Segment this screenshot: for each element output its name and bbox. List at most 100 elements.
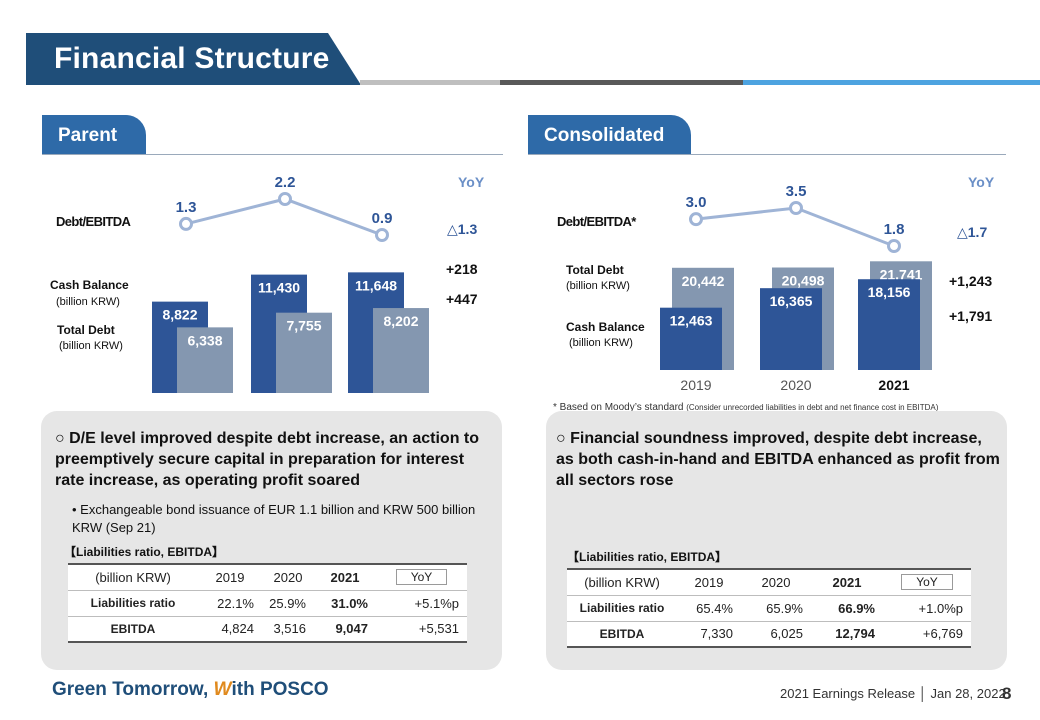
table-year: 2020 — [741, 568, 811, 596]
parent-debt-ebitda-label: Debt/EBITDA — [56, 214, 131, 229]
bar-secondary — [660, 307, 722, 370]
bar-value-label: 20,498 — [782, 273, 825, 289]
table-year: 2021 — [314, 563, 376, 591]
posco-logo: Green Tomorrow, With POSCO — [52, 679, 329, 701]
table-yoy-header: YoY — [883, 568, 971, 596]
bar-secondary — [373, 308, 429, 393]
footnote-main: * Based on Moody’s standard — [553, 402, 687, 413]
bar-value-label: 7,755 — [286, 318, 321, 334]
header-rule-blue — [743, 80, 1040, 85]
consolidated-debt-ebitda-label: Debt/EBITDA* — [557, 214, 636, 229]
yoy-box: YoY — [901, 574, 953, 591]
consolidated-table: (billion KRW) 2019 2020 2021 YoY Liabili… — [567, 568, 971, 648]
table-row: Liabilities ratio 22.1% 25.9% 31.0% +5.1… — [68, 590, 467, 617]
table-cell: 12,794 — [811, 621, 883, 648]
consolidated-headline: ○ Financial soundness improved, despite … — [556, 430, 1000, 489]
parent-headline: ○ D/E level improved despite debt increa… — [55, 430, 480, 489]
debt-ebitda-point — [278, 192, 292, 206]
table-year: 2020 — [262, 563, 314, 591]
table-unit: (billion KRW) — [68, 563, 198, 591]
parent-total-debt-label: Total Debt — [57, 323, 115, 337]
table-year: 2019 — [677, 568, 741, 596]
logo-text-pre: Green Tomorrow, — [52, 679, 214, 700]
table-cell: 22.1% — [198, 590, 262, 617]
logo-w-mark: W — [213, 679, 232, 700]
row-label: EBITDA — [567, 621, 677, 648]
table-cell: 65.4% — [677, 595, 741, 622]
row-label: Liabilities ratio — [68, 590, 198, 617]
debt-ebitda-value: 3.5 — [786, 183, 807, 200]
consolidated-yoy-debt: +1,243 — [949, 273, 993, 289]
bar-value-label: 11,648 — [355, 277, 397, 293]
debt-ebitda-value: 1.3 — [176, 199, 197, 216]
x-tick-label: 2020 — [780, 377, 811, 393]
debt-ebitda-point — [789, 201, 803, 215]
x-tick-label: 2021 — [878, 377, 909, 393]
title-band — [26, 33, 361, 85]
table-unit: (billion KRW) — [567, 568, 677, 596]
page-number: 8 — [1002, 684, 1012, 703]
consolidated-section-rule — [528, 154, 1006, 155]
consolidated-yoy-cash: +1,791 — [949, 308, 993, 324]
parent-section-rule — [42, 154, 503, 155]
consolidated-total-debt-unit: (billion KRW) — [566, 280, 630, 292]
consolidated-yoy-ratio: △1.7 — [957, 224, 988, 240]
parent-yoy-cash: +218 — [446, 261, 478, 277]
footnote-detail: (Consider unrecorded liabilities in debt… — [686, 403, 939, 412]
bar-secondary — [858, 279, 920, 370]
section-pill-parent: Parent — [42, 115, 146, 155]
header-rule-light — [360, 80, 500, 85]
debt-ebitda-point — [179, 216, 193, 231]
table-year: 2021 — [811, 568, 883, 596]
table-cell: 65.9% — [741, 595, 811, 622]
row-label: Liabilities ratio — [567, 595, 677, 622]
bar-value-label: 20,442 — [682, 273, 725, 289]
consolidated-table-caption: 【Liabilities ratio, EBITDA】 — [567, 550, 728, 564]
bar-secondary — [276, 312, 332, 393]
consolidated-total-debt-label: Total Debt — [566, 263, 624, 277]
parent-bullet: • Exchangeable bond issuance of EUR 1.1 … — [72, 502, 476, 535]
debt-ebitda-value: 0.9 — [372, 210, 393, 227]
footer-release: 2021 Earnings Release │ Jan 28, 2022 — [780, 686, 1006, 701]
table-row: EBITDA 7,330 6,025 12,794 +6,769 — [567, 621, 971, 648]
table-cell: 9,047 — [314, 616, 376, 643]
table-year: 2019 — [198, 563, 262, 591]
table-row: EBITDA 4,824 3,516 9,047 +5,531 — [68, 616, 467, 643]
section-pill-consolidated: Consolidated — [528, 115, 691, 155]
table-row: Liabilities ratio 65.4% 65.9% 66.9% +1.0… — [567, 595, 971, 622]
debt-ebitda-point — [689, 212, 703, 227]
debt-ebitda-point — [887, 239, 901, 253]
debt-ebitda-point — [375, 228, 389, 242]
consolidated-cash-balance-unit: (billion KRW) — [569, 337, 633, 349]
parent-chart: 8,8226,338201911,4307,755202011,6488,202… — [152, 174, 429, 393]
bar-value-label: 8,822 — [162, 307, 197, 323]
table-cell-yoy: +1.0%p — [883, 595, 971, 622]
bar-value-label: 6,338 — [187, 332, 222, 348]
table-cell: 25.9% — [262, 590, 314, 617]
yoy-box: YoY — [395, 569, 448, 586]
consolidated-chart: 20,442 12,463 2019 20,498 16,365 2020 21,741 18… — [660, 183, 932, 393]
parent-cash-balance-unit: (billion KRW) — [56, 296, 120, 308]
table-cell: 4,824 — [198, 616, 262, 643]
table-cell: 3,516 — [262, 616, 314, 643]
consolidated-cash-balance-label: Cash Balance — [566, 320, 645, 334]
table-header-row: (billion KRW) 2019 2020 2021 YoY — [567, 568, 971, 596]
parent-table-caption: 【Liabilities ratio, EBITDA】 — [64, 545, 225, 559]
table-yoy-header: YoY — [376, 563, 467, 591]
bar-value-label: 21,741 — [880, 266, 923, 282]
bar-value-label: 8,202 — [383, 313, 418, 329]
page-title: Financial Structure — [54, 42, 330, 75]
table-cell: 31.0% — [314, 590, 376, 617]
bar-value-label: 11,430 — [258, 280, 300, 296]
parent-yoy-debt: +447 — [446, 291, 478, 307]
bar-value-label: 18,156 — [868, 284, 911, 300]
parent-table: (billion KRW) 2019 2020 2021 YoY Liabili… — [68, 563, 467, 643]
parent-yoy-header: YoY — [458, 174, 485, 190]
x-tick-label: 2019 — [680, 377, 711, 393]
row-label: EBITDA — [68, 616, 198, 643]
debt-ebitda-value: 3.0 — [686, 194, 707, 211]
table-cell: 6,025 — [741, 621, 811, 648]
logo-text-post: ith POSCO — [231, 679, 329, 700]
table-cell: 66.9% — [811, 595, 883, 622]
table-cell: 7,330 — [677, 621, 741, 648]
